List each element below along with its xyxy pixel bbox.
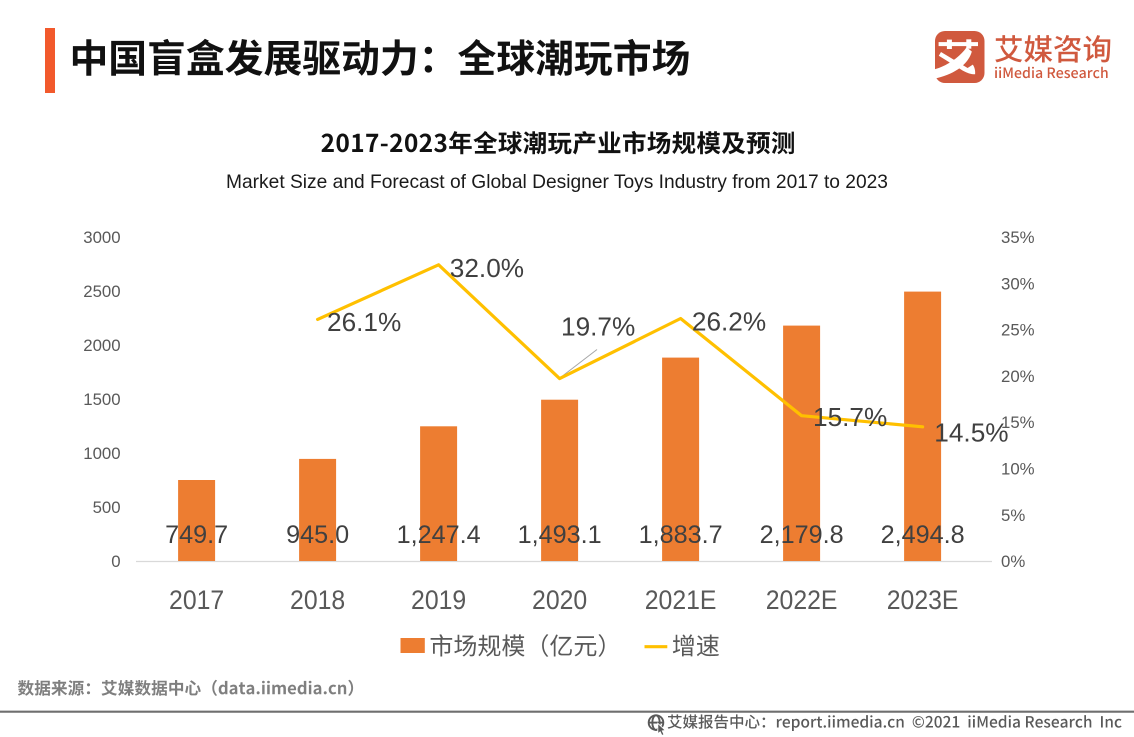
svg-text:2023E: 2023E — [887, 586, 959, 615]
svg-text:2,494.8: 2,494.8 — [881, 521, 965, 549]
svg-text:26.1%: 26.1% — [327, 307, 401, 337]
svg-text:5%: 5% — [1001, 506, 1025, 525]
svg-text:35%: 35% — [1001, 228, 1035, 247]
svg-text:3000: 3000 — [83, 228, 120, 247]
svg-text:2020: 2020 — [532, 586, 587, 615]
svg-text:19.7%: 19.7% — [561, 312, 635, 342]
svg-text:0: 0 — [111, 552, 120, 571]
svg-text:32.0%: 32.0% — [450, 253, 524, 283]
svg-text:20%: 20% — [1001, 367, 1035, 386]
svg-text:1,247.4: 1,247.4 — [397, 521, 481, 549]
svg-text:15%: 15% — [1001, 413, 1035, 432]
svg-text:1000: 1000 — [83, 444, 120, 463]
svg-text:1,883.7: 1,883.7 — [639, 521, 723, 549]
svg-text:500: 500 — [93, 498, 121, 517]
svg-text:749.7: 749.7 — [165, 521, 228, 549]
svg-text:2022E: 2022E — [766, 586, 838, 615]
svg-text:30%: 30% — [1001, 274, 1035, 293]
svg-text:Market Size and Forecast of Gl: Market Size and Forecast of Global Desig… — [226, 172, 888, 193]
svg-text:1500: 1500 — [83, 390, 120, 409]
svg-text:2019: 2019 — [411, 586, 466, 615]
svg-text:2017: 2017 — [169, 586, 224, 615]
svg-text:14.5%: 14.5% — [934, 418, 1008, 448]
svg-text:2500: 2500 — [83, 282, 120, 301]
svg-text:0%: 0% — [1001, 552, 1025, 571]
svg-text:2,179.8: 2,179.8 — [760, 521, 844, 549]
svg-text:1,493.1: 1,493.1 — [518, 521, 602, 549]
svg-text:2000: 2000 — [83, 336, 120, 355]
svg-text:26.2%: 26.2% — [692, 307, 766, 337]
svg-text:2018: 2018 — [290, 586, 345, 615]
svg-text:25%: 25% — [1001, 321, 1035, 340]
svg-text:15.7%: 15.7% — [813, 402, 887, 432]
svg-text:945.0: 945.0 — [286, 521, 349, 549]
svg-text:2021E: 2021E — [645, 586, 717, 615]
svg-text:10%: 10% — [1001, 460, 1035, 479]
